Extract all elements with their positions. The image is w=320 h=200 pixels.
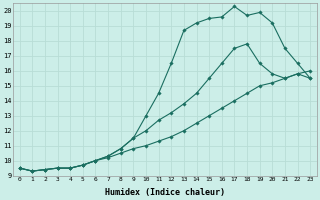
X-axis label: Humidex (Indice chaleur): Humidex (Indice chaleur)	[105, 188, 225, 197]
